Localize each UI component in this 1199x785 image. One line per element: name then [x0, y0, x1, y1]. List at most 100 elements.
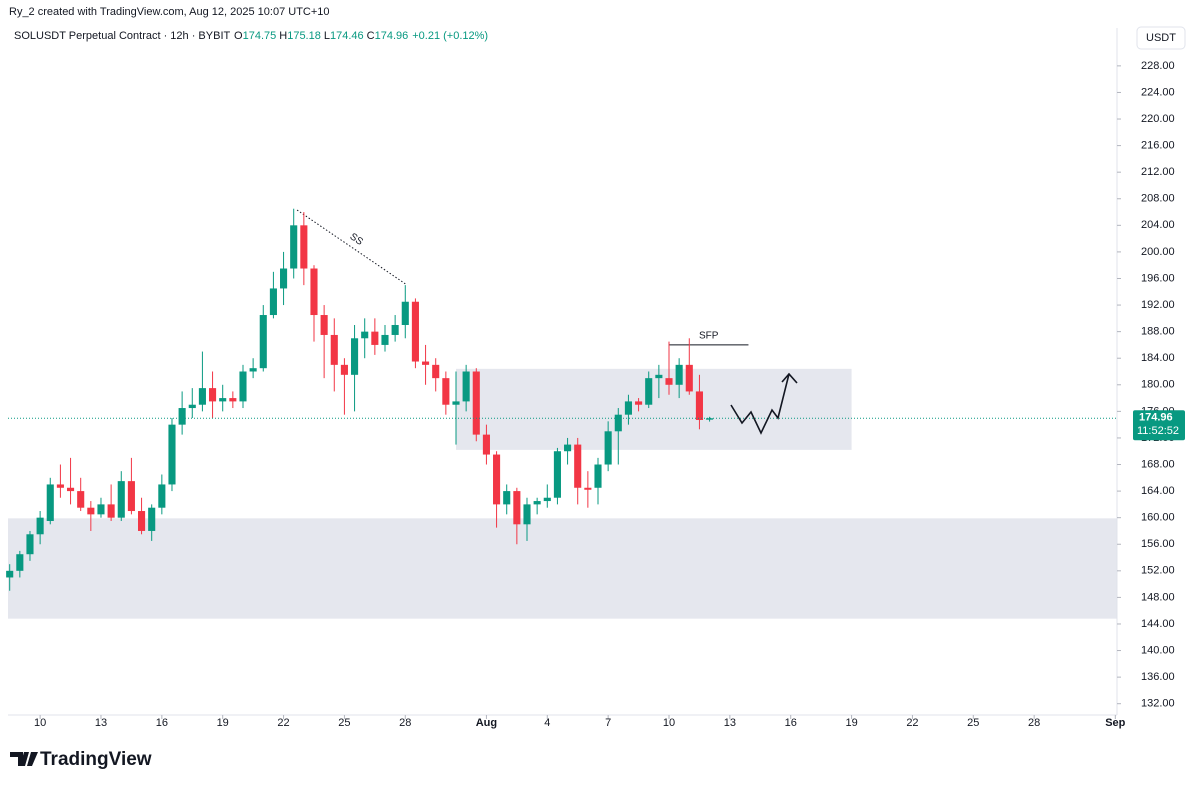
- brand-name: TradingView: [40, 749, 152, 770]
- y-tick-label: 168.00: [1141, 458, 1175, 470]
- y-tick-label: 184.00: [1141, 352, 1175, 364]
- projection-arrowhead: [781, 372, 798, 384]
- zones: [8, 368, 1117, 619]
- candle-body: [158, 484, 166, 508]
- y-tick-label: 148.00: [1141, 591, 1175, 603]
- quote-key: L: [324, 30, 330, 42]
- x-tick-label: 22: [906, 717, 918, 729]
- symbol-title: SOLUSDT Perpetual Contract · 12h · BYBIT: [14, 30, 230, 42]
- annotation-label: SFP: [699, 331, 719, 342]
- candle-body: [513, 491, 521, 525]
- candle-body: [462, 371, 470, 402]
- quote-key: H: [279, 30, 287, 42]
- candle-body: [422, 361, 430, 365]
- candle-body: [411, 301, 419, 362]
- y-tick-label: 200.00: [1141, 246, 1175, 258]
- candle-body: [401, 301, 409, 325]
- x-tick-label: 10: [663, 717, 675, 729]
- candle-body: [452, 401, 460, 405]
- change: +0.21 (+0.12%): [412, 30, 488, 42]
- x-tick-label: 16: [785, 717, 797, 729]
- candle-body: [178, 408, 186, 425]
- x-tick-label: 19: [217, 717, 229, 729]
- price-tag-value: 174.96: [1139, 412, 1173, 424]
- projection-path: [730, 373, 790, 435]
- candle-body: [635, 401, 643, 405]
- candle-body: [46, 484, 54, 521]
- candle-body: [371, 331, 379, 345]
- candle-body: [361, 331, 369, 339]
- y-tick-label: 192.00: [1141, 299, 1175, 311]
- y-tick-label: 164.00: [1141, 485, 1175, 497]
- logo-mark: [10, 752, 38, 766]
- credit: Ry_2 created with TradingView.com, Aug 1…: [9, 6, 330, 18]
- axes: 132.00 136.00 140.00 144.00 148.00 152.00 156.…: [34, 60, 1185, 729]
- y-tick-label: 140.00: [1141, 644, 1175, 656]
- candle-body: [432, 364, 440, 379]
- candle-body: [229, 398, 237, 402]
- currency-label[interactable]: USDT: [1146, 32, 1176, 44]
- candle-body: [695, 391, 703, 421]
- y-tick-label: 188.00: [1141, 326, 1175, 338]
- brand-logo: TradingView: [10, 749, 152, 770]
- candle-body: [675, 364, 683, 385]
- candle-body: [594, 464, 602, 488]
- candle-body: [624, 401, 632, 415]
- x-tick-label: 7: [605, 717, 611, 729]
- quote-key: C: [367, 30, 375, 42]
- y-tick-label: 160.00: [1141, 512, 1175, 524]
- x-tick-label: 4: [544, 717, 550, 729]
- zone: [455, 368, 852, 450]
- y-tick-label: 216.00: [1141, 140, 1175, 152]
- candle-body: [77, 491, 85, 508]
- candle-body: [564, 444, 572, 452]
- y-tick-label: 180.00: [1141, 379, 1175, 391]
- candle-body: [290, 225, 298, 269]
- candle-body: [665, 378, 673, 385]
- candle-body: [56, 484, 64, 488]
- candle-body: [87, 507, 95, 515]
- candle-body: [351, 338, 359, 375]
- y-tick-label: 208.00: [1141, 193, 1175, 205]
- x-tick-label: 28: [399, 717, 411, 729]
- x-tick-label: 13: [724, 717, 736, 729]
- candle-body: [97, 504, 105, 515]
- candle-body: [391, 324, 399, 335]
- candle-body: [36, 517, 44, 535]
- x-tick-label: 13: [95, 717, 107, 729]
- x-tick-label: 25: [338, 717, 350, 729]
- candle-body: [442, 378, 450, 405]
- x-tick-label: Aug: [476, 717, 497, 729]
- candle-body: [503, 491, 511, 505]
- candle-body: [127, 481, 135, 512]
- candle-body: [117, 481, 125, 518]
- quote-value: 175.18: [287, 30, 321, 42]
- candle-body: [310, 268, 318, 316]
- quote-value: 174.46: [330, 30, 364, 42]
- candle-body: [148, 507, 156, 531]
- price-tag-countdown: 11:52:52: [1137, 425, 1179, 437]
- candle-body: [472, 371, 480, 435]
- y-tick-label: 220.00: [1141, 113, 1175, 125]
- zone: [8, 518, 1117, 619]
- candle-body: [188, 404, 196, 409]
- candle-body: [381, 334, 389, 345]
- candle-body: [614, 414, 622, 432]
- candle-body: [340, 364, 348, 375]
- candle-body: [320, 315, 328, 335]
- candle-body: [198, 388, 206, 405]
- y-tick-label: 144.00: [1141, 618, 1175, 630]
- candle-body: [574, 444, 582, 488]
- legend-line: SOLUSDT Perpetual Contract · 12h · BYBIT…: [14, 30, 488, 42]
- x-tick-label: 25: [967, 717, 979, 729]
- candle-body: [219, 398, 227, 402]
- header: SOLUSDT Perpetual Contract · 12h · BYBIT…: [14, 30, 488, 42]
- y-tick-label: 204.00: [1141, 219, 1175, 231]
- candle-body: [584, 487, 592, 490]
- y-tick-label: 156.00: [1141, 538, 1175, 550]
- candle-body: [604, 431, 612, 465]
- candle-body: [26, 534, 34, 555]
- currency-button[interactable]: [1136, 26, 1186, 50]
- candle-body: [168, 424, 176, 485]
